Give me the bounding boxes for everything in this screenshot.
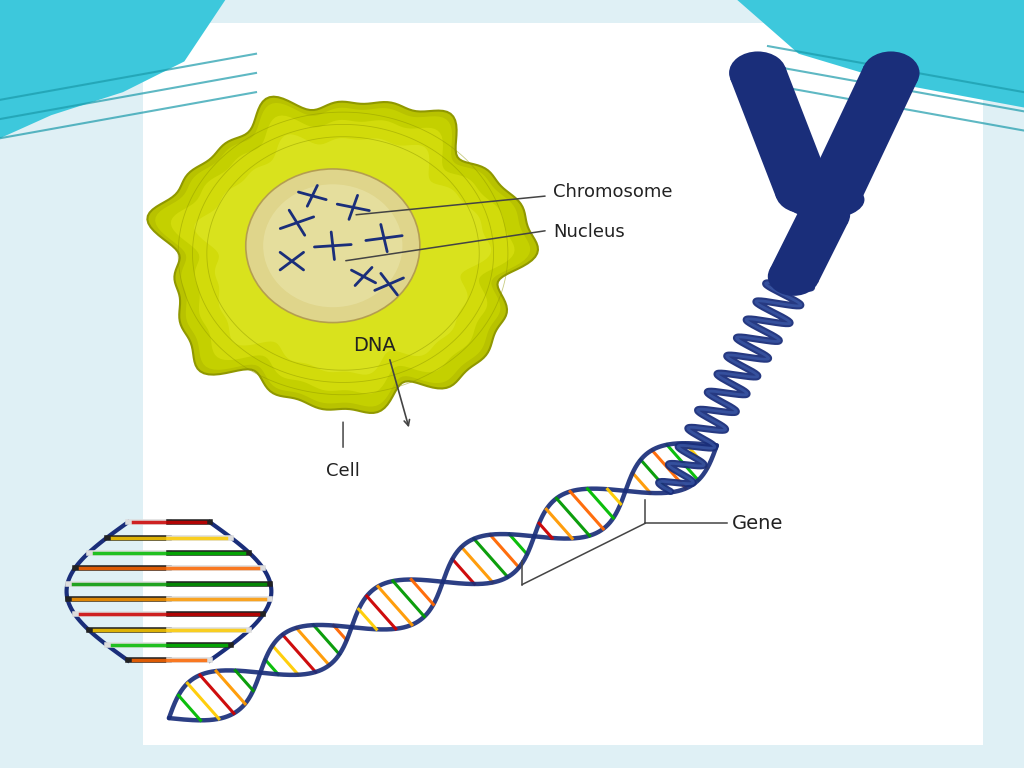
Ellipse shape	[768, 257, 819, 296]
Text: DNA: DNA	[353, 336, 396, 355]
Ellipse shape	[862, 51, 920, 94]
Ellipse shape	[806, 170, 863, 214]
Ellipse shape	[799, 196, 850, 234]
Ellipse shape	[263, 184, 402, 307]
Text: Chromosome: Chromosome	[553, 183, 673, 201]
Polygon shape	[0, 0, 225, 138]
Polygon shape	[195, 134, 492, 375]
Text: Nucleus: Nucleus	[553, 223, 625, 241]
Text: Gene: Gene	[732, 514, 783, 533]
Ellipse shape	[784, 180, 864, 219]
Polygon shape	[737, 0, 1024, 108]
Text: Cell: Cell	[326, 462, 360, 479]
FancyBboxPatch shape	[143, 23, 983, 745]
Polygon shape	[171, 115, 515, 394]
Ellipse shape	[729, 51, 786, 94]
Polygon shape	[147, 97, 538, 413]
Polygon shape	[769, 208, 849, 283]
Polygon shape	[730, 67, 831, 198]
Polygon shape	[156, 103, 530, 406]
Ellipse shape	[775, 170, 833, 214]
Polygon shape	[808, 66, 918, 199]
Ellipse shape	[246, 169, 420, 323]
